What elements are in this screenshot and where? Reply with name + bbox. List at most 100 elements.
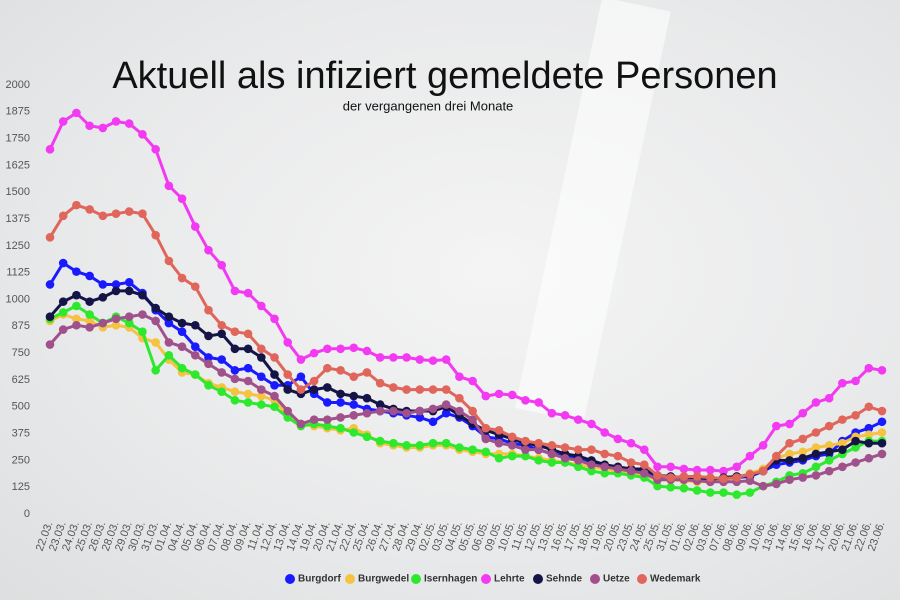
data-point: [639, 460, 649, 469]
data-point: [613, 464, 623, 474]
data-point: [507, 441, 517, 450]
data-point: [455, 443, 464, 452]
data-point: [745, 476, 755, 486]
data-point: [653, 471, 662, 480]
data-point: [626, 458, 636, 467]
data-point: [785, 456, 794, 465]
data-point: [98, 211, 108, 221]
data-point: [111, 280, 121, 289]
data-point: [336, 344, 345, 354]
y-tick-label: 375: [12, 427, 30, 439]
data-point: [257, 391, 266, 401]
data-point: [573, 415, 583, 424]
data-point: [204, 245, 213, 255]
data-point: [164, 318, 174, 328]
data-point: [679, 464, 689, 474]
data-point: [838, 438, 847, 448]
data-point: [85, 121, 94, 131]
data-point: [838, 445, 847, 454]
data-point: [190, 282, 200, 291]
data-point: [679, 483, 689, 493]
data-point: [402, 441, 411, 450]
data-point: [72, 108, 81, 118]
legend-marker: [533, 574, 543, 584]
data-point: [666, 473, 675, 482]
data-point: [138, 310, 147, 319]
data-point: [824, 441, 834, 450]
data-point: [111, 320, 121, 330]
data-point: [217, 368, 226, 377]
data-point: [164, 350, 174, 360]
data-point: [177, 363, 187, 373]
data-point: [402, 385, 411, 394]
data-point: [626, 466, 636, 476]
data-point: [415, 413, 425, 422]
data-point: [534, 398, 543, 407]
data-point: [138, 290, 147, 300]
data-point: [653, 481, 662, 491]
data-point: [824, 466, 834, 476]
data-point: [190, 350, 200, 360]
data-point: [653, 462, 662, 472]
data-point: [217, 355, 226, 364]
y-tick-label: 1875: [6, 106, 30, 118]
data-point: [336, 398, 345, 407]
data-point: [428, 385, 438, 394]
data-point: [375, 400, 385, 409]
data-point: [72, 200, 81, 210]
data-point: [230, 396, 240, 405]
data-point: [323, 383, 332, 392]
data-point: [600, 428, 609, 437]
data-point: [389, 438, 398, 448]
data-point: [283, 370, 293, 379]
data-point: [375, 406, 385, 416]
data-point: [309, 376, 319, 386]
data-point: [415, 441, 425, 450]
y-tick-label: 500: [12, 401, 30, 413]
data-point: [706, 465, 715, 475]
data-point: [811, 449, 821, 459]
data-point: [164, 312, 174, 321]
y-tick-label: 1125: [6, 267, 30, 279]
data-point: [468, 415, 477, 424]
data-point: [851, 411, 860, 420]
y-tick-label: 1625: [6, 159, 30, 171]
data-point: [151, 365, 160, 375]
data-point: [732, 490, 742, 499]
data-point: [455, 393, 464, 403]
data-point: [547, 408, 557, 418]
data-point: [719, 466, 728, 476]
data-point: [494, 389, 504, 399]
data-point: [666, 482, 675, 492]
data-point: [877, 449, 887, 459]
legend-label: Wedemark: [650, 574, 701, 585]
data-point: [719, 474, 728, 483]
data-point: [864, 402, 874, 412]
data-point: [177, 318, 187, 328]
data-point: [243, 376, 253, 386]
data-point: [428, 417, 438, 427]
data-point: [177, 342, 187, 351]
data-point: [877, 365, 887, 375]
data-point: [547, 441, 557, 450]
data-point: [58, 308, 68, 317]
data-point: [204, 305, 213, 315]
data-point: [441, 385, 451, 394]
data-point: [296, 385, 306, 394]
y-tick-label: 250: [12, 454, 30, 466]
series-line: [48, 313, 883, 488]
data-point: [177, 194, 187, 203]
data-point: [257, 385, 266, 394]
data-point: [851, 443, 860, 452]
data-point: [230, 286, 240, 296]
data-point: [494, 453, 504, 463]
data-point: [58, 258, 68, 268]
data-point: [521, 445, 530, 454]
data-point: [534, 445, 543, 454]
data-point: [111, 117, 121, 126]
data-point: [230, 327, 240, 336]
data-point: [441, 438, 451, 448]
data-point: [190, 320, 200, 330]
data-point: [257, 344, 266, 354]
